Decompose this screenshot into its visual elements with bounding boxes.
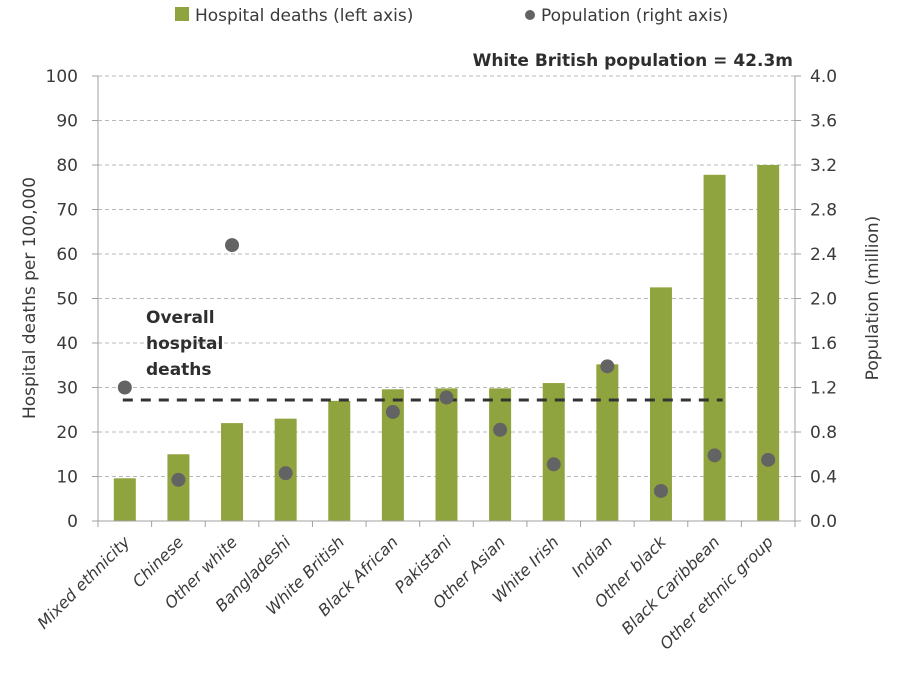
population-dot [600,359,615,374]
y-tick-label-right: 2.0 [810,290,837,310]
y-tick-label-right: 0.0 [810,512,837,532]
population-dot [439,390,454,405]
y-tick-label-right: 1.6 [810,334,837,354]
y-tick-label-right: 1.2 [810,379,837,399]
reference-line-label: Overall [146,308,215,328]
y-tick-label-left: 30 [56,379,78,399]
legend-label-dot: Population (right axis) [541,6,728,26]
bar [649,287,672,521]
reference-line-group: Overall hospital deaths [122,308,723,402]
population-dot [653,483,668,498]
legend-swatch-bar [175,7,189,21]
y-tick-label-right: 3.6 [810,112,837,132]
y-axis-title-left: Hospital deaths per 100,000 [20,177,40,419]
bar [167,454,190,521]
y-tick-label-right: 0.8 [810,423,837,443]
population-dot [117,380,132,395]
population-dot [278,466,293,481]
y-tick-label-right: 2.8 [810,201,837,221]
bar [221,423,244,521]
y-axis-title-right: Population (million) [863,216,883,381]
legend-swatch-dot [525,10,535,20]
reference-line-label: hospital [146,334,223,354]
population-dot [546,457,561,472]
x-category-label: Indian [568,532,616,580]
y-tick-label-left: 0 [67,512,78,532]
y-tick-label-left: 60 [56,245,78,265]
bar [435,388,458,521]
population-dot [225,238,240,253]
y-tick-label-left: 50 [56,290,78,310]
x-category-label: Mixed ethnicity [33,532,134,633]
bar [328,400,351,521]
bar [489,388,512,521]
y-tick-label-left: 20 [56,423,78,443]
y-tick-label-left: 80 [56,156,78,176]
y-tick-label-right: 0.4 [810,468,837,488]
population-dot [493,422,508,437]
y-tick-label-right: 3.2 [810,156,837,176]
reference-line-label: deaths [146,360,212,380]
x-category-label: Black Caribbean [618,532,724,638]
y-tick-label-left: 100 [46,67,78,87]
legend: Hospital deaths (left axis) Population (… [175,6,728,26]
bar [757,165,780,521]
scatter-series [117,238,776,498]
population-dot [761,452,776,467]
bar [542,383,565,521]
bar [113,478,136,521]
bar [381,389,404,521]
legend-label-bar: Hospital deaths (left axis) [195,6,413,26]
y-tick-label-right: 4.0 [810,67,837,87]
bar [596,364,619,521]
population-dot [707,448,722,463]
y-tick-label-left: 90 [56,112,78,132]
y-tick-label-left: 10 [56,468,78,488]
y-tick-label-left: 40 [56,334,78,354]
axes [92,75,801,527]
population-dot [385,404,400,419]
population-dot [171,472,186,487]
y-tick-label-right: 2.4 [810,245,837,265]
white-british-annotation: White British population = 42.3m [473,51,793,71]
bar [703,174,726,522]
y-tick-label-left: 70 [56,201,78,221]
